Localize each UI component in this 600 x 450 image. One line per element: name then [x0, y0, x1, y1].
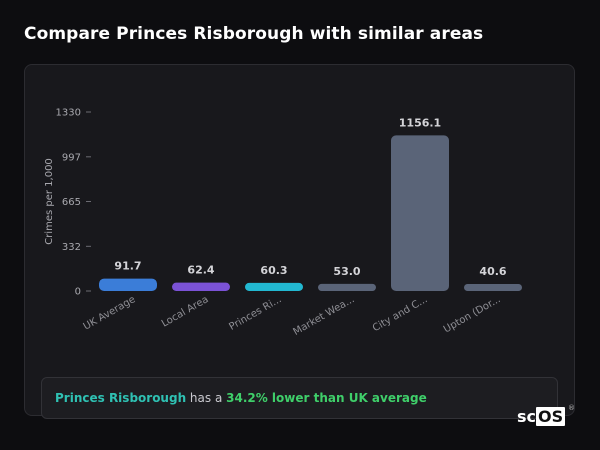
bar-3 — [318, 283, 376, 291]
y-tick-label-4: 1330 — [56, 108, 81, 119]
summary-area-name: Princes Risborough — [55, 391, 187, 405]
comparison-summary: Princes Risborough has a 34.2% lower tha… — [41, 377, 558, 419]
value-label-2: 60.3 — [260, 264, 287, 277]
bar-1 — [172, 282, 230, 291]
value-label-4: 1156.1 — [399, 116, 441, 129]
value-label-1: 62.4 — [187, 264, 214, 277]
brand-logo: sc OS — [517, 407, 566, 427]
y-tick-label-3: 997 — [62, 152, 81, 163]
category-label-5: Upton (Dor... — [442, 294, 503, 335]
logo-prefix: sc — [517, 407, 537, 426]
chart-card: Crimes per 1,000 0 332 665 997 1330 91.7 UK Ave… — [24, 64, 575, 416]
summary-highlight: 34.2% lower than UK average — [226, 391, 427, 405]
category-label-2: Princes Ri... — [227, 294, 283, 333]
y-axis-title: Crimes per 1,000 — [44, 158, 55, 245]
category-label-4: City and C... — [371, 294, 430, 334]
bar-4 — [391, 135, 449, 291]
y-tick-label-2: 665 — [62, 197, 81, 208]
category-label-3: Market Wea... — [292, 294, 357, 338]
logo-boxed-text: OS — [536, 407, 566, 426]
value-label-3: 53.0 — [333, 265, 360, 278]
bar-5 — [464, 284, 522, 291]
category-label-1: Local Area — [160, 294, 211, 330]
y-tick-label-0: 0 — [75, 287, 81, 298]
bar-2 — [245, 282, 303, 291]
registered-mark: ® — [568, 404, 575, 412]
summary-connector: has a — [186, 391, 227, 405]
value-label-5: 40.6 — [479, 265, 506, 278]
page-title: Compare Princes Risborough with similar … — [24, 24, 484, 44]
y-tick-label-1: 332 — [62, 242, 81, 253]
category-label-0: UK Average — [82, 294, 138, 333]
bar-0 — [99, 278, 157, 291]
bar-chart: Crimes per 1,000 0 332 665 997 1330 91.7 UK Ave… — [44, 108, 522, 338]
value-label-0: 91.7 — [114, 260, 141, 273]
